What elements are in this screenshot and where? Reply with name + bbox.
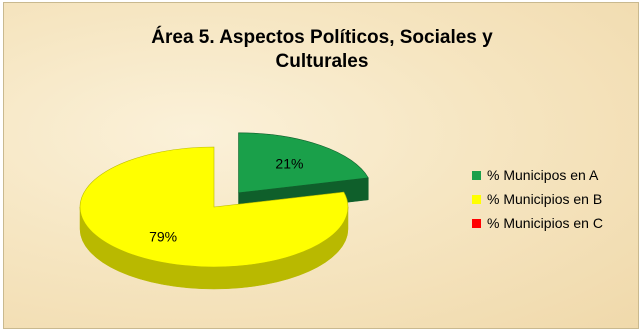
- slice-b: [79, 146, 349, 268]
- legend-swatch-b: [472, 195, 481, 204]
- slice-a: [238, 132, 369, 194]
- chart-title-line-1: Área 5. Aspectos Políticos, Sociales y: [151, 27, 493, 48]
- legend-label-c: % Municipios en C: [487, 215, 603, 231]
- chart-title-line-2: Culturales: [275, 51, 369, 72]
- legend-label-a: % Municipos en A: [487, 167, 599, 183]
- legend-label-b: % Municipios en B: [487, 191, 603, 207]
- legend-swatch-c: [472, 219, 481, 228]
- chart-title: Área 5. Aspectos Políticos, Sociales y C…: [0, 26, 644, 74]
- legend-swatch-a: [472, 171, 481, 180]
- data-label-b: 79%: [149, 228, 177, 244]
- data-label-a: 21%: [275, 155, 303, 171]
- pie-layer: 21% 79%: [79, 132, 369, 290]
